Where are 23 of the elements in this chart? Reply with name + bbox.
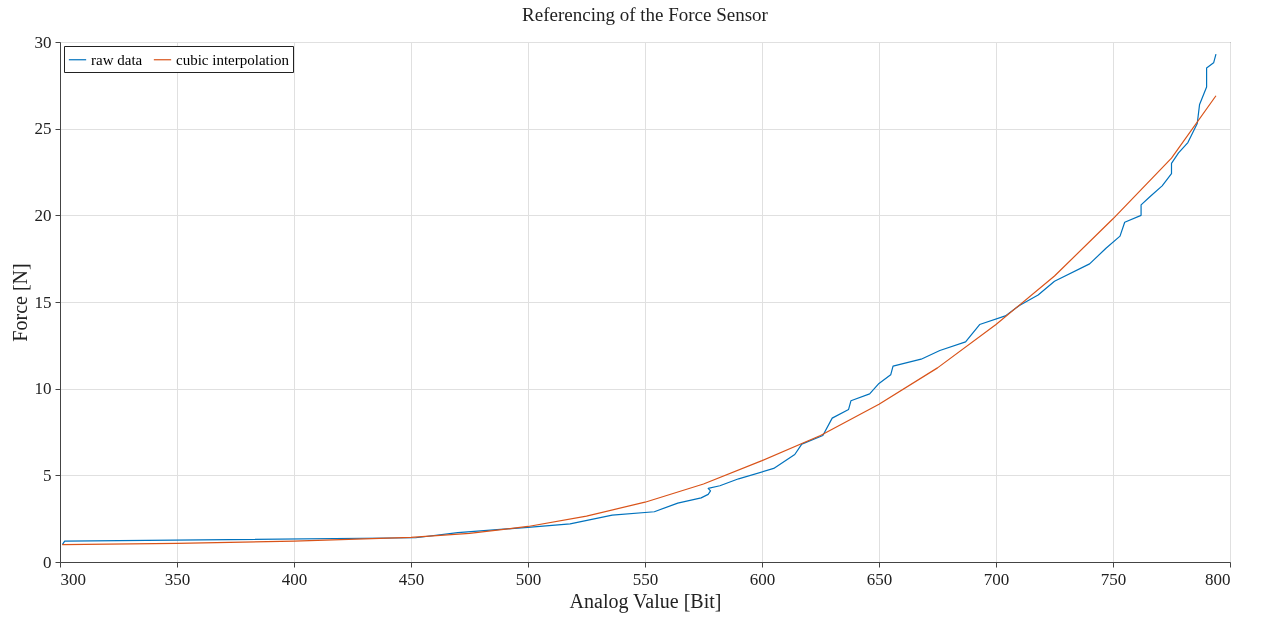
y-tick-label: 5 — [43, 465, 52, 485]
x-tick-label: 650 — [866, 569, 893, 589]
y-tick-label: 25 — [34, 119, 52, 139]
y-tick-label: 30 — [34, 32, 52, 52]
y-tick-label: 20 — [34, 205, 52, 225]
legend-label: raw data — [91, 51, 143, 68]
x-tick-label: 600 — [749, 569, 776, 589]
chart-title: Referencing of the Force Sensor — [522, 4, 769, 25]
x-axis-title: Analog Value [Bit] — [569, 589, 722, 613]
x-tick-label: 700 — [983, 569, 1010, 589]
y-tick-label: 0 — [43, 552, 52, 572]
y-axis-title: Force [N] — [8, 263, 31, 342]
y-tick-label: 15 — [34, 292, 52, 312]
x-tick-label: 800 — [1205, 569, 1231, 589]
legend-label: cubic interpolation — [176, 51, 290, 68]
x-tick-label: 450 — [398, 569, 425, 589]
x-tick-label: 350 — [164, 569, 191, 589]
x-tick-label: 400 — [281, 569, 308, 589]
x-tick-label: 500 — [515, 569, 542, 589]
y-tick-label: 10 — [34, 379, 52, 399]
x-tick-label: 750 — [1100, 569, 1127, 589]
x-tick-label: 550 — [632, 569, 659, 589]
x-tick-label: 300 — [60, 569, 86, 589]
